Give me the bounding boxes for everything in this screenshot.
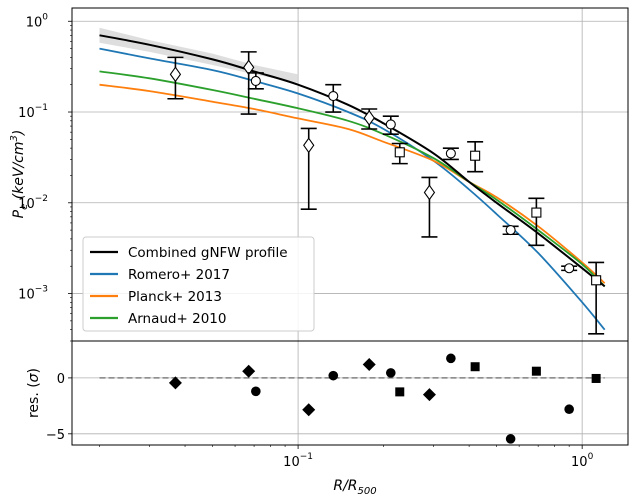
top-ytick-label-2: 10−1 bbox=[18, 103, 48, 121]
residual-circle-7 bbox=[385, 368, 396, 378]
circle-marker bbox=[445, 148, 456, 159]
circle-marker bbox=[505, 225, 516, 236]
diamond-marker bbox=[169, 66, 182, 83]
data-point-circle-5 bbox=[247, 72, 264, 90]
bottom-plot-area bbox=[72, 341, 628, 445]
data-point-square-14 bbox=[588, 261, 605, 335]
residual-circle-8 bbox=[446, 353, 456, 364]
bottom-ytick-label-0: −5 bbox=[46, 428, 65, 443]
residual-square-14 bbox=[591, 373, 601, 383]
bottom-frame bbox=[71, 340, 629, 446]
square-marker bbox=[591, 275, 602, 286]
data-point-circle-6 bbox=[325, 83, 342, 113]
legend-label-arnaud: Arnaud+ 2010 bbox=[128, 311, 226, 327]
y-axis-label: Pe (keV/cm3) bbox=[9, 130, 30, 219]
residual-diamond-3 bbox=[362, 357, 376, 371]
residual-diamond-4 bbox=[422, 388, 436, 402]
residual-square-13 bbox=[531, 366, 541, 376]
residual-circle-9 bbox=[505, 434, 516, 444]
data-point-diamond-1 bbox=[240, 51, 257, 115]
diamond-marker bbox=[303, 137, 315, 154]
diamond-marker bbox=[243, 59, 255, 76]
data-point-circle-8 bbox=[442, 147, 459, 161]
curve-planck-2013 bbox=[99, 83, 606, 284]
data-point-diamond-4 bbox=[421, 176, 438, 238]
circle-marker bbox=[250, 75, 261, 86]
data-point-circle-10 bbox=[561, 263, 578, 274]
data-point-square-13 bbox=[528, 197, 545, 247]
bottom-xtick-label-1: 100 bbox=[571, 452, 594, 470]
residual-circle-10 bbox=[564, 404, 574, 415]
legend-label-planck: Planck+ 2013 bbox=[128, 289, 222, 305]
top-ytick-label-1: 10−2 bbox=[18, 194, 48, 212]
residual-square-12 bbox=[470, 362, 480, 372]
top-ytick-label-3: 100 bbox=[26, 12, 49, 30]
residual-points bbox=[168, 353, 601, 444]
diamond-marker bbox=[423, 184, 436, 201]
residual-diamond-1 bbox=[242, 364, 256, 378]
legend-item-planck: Planck+ 2013 bbox=[90, 289, 222, 305]
legend-label-romero: Romero+ 2017 bbox=[128, 267, 230, 283]
residual-diamond-2 bbox=[302, 403, 316, 417]
residual-panel: −5 0 10−1 100 res. (σ) R/R500 bbox=[26, 340, 629, 497]
x-axis-label: R/R500 bbox=[333, 478, 376, 497]
pressure-panel: 10−3 10−2 10−1 100 Pe (keV/cm3) Combined gN… bbox=[9, 7, 629, 345]
data-point-diamond-0 bbox=[167, 56, 184, 100]
diamond-marker bbox=[363, 110, 375, 126]
circle-marker bbox=[385, 119, 396, 130]
residual-circle-6 bbox=[328, 370, 339, 381]
legend-item-arnaud: Arnaud+ 2010 bbox=[90, 311, 226, 327]
data-point-diamond-2 bbox=[300, 127, 317, 210]
curve-romero-2017 bbox=[99, 47, 606, 331]
residual-circle-5 bbox=[251, 386, 261, 397]
circle-marker bbox=[328, 90, 339, 102]
data-point-square-11 bbox=[391, 142, 408, 165]
legend-item-romero: Romero+ 2017 bbox=[90, 267, 230, 283]
bottom-xtick-label-0: 10−1 bbox=[283, 452, 313, 470]
bottom-ytick-label-1: 0 bbox=[57, 372, 65, 387]
top-ytick-label-0: 10−3 bbox=[18, 285, 48, 303]
data-point-circle-9 bbox=[502, 225, 519, 236]
square-marker bbox=[470, 150, 481, 161]
data-point-square-12 bbox=[467, 140, 484, 173]
circle-marker bbox=[564, 263, 575, 274]
legend-item-combined: Combined gNFW profile bbox=[90, 245, 288, 261]
bottom-ticks: −5 0 10−1 100 bbox=[46, 372, 594, 470]
residual-y-axis-label: res. (σ) bbox=[26, 368, 42, 418]
square-marker bbox=[531, 207, 542, 218]
residual-square-11 bbox=[395, 387, 405, 397]
data-point-circle-7 bbox=[382, 115, 399, 135]
data-point-diamond-3 bbox=[361, 108, 378, 130]
data-points bbox=[167, 51, 605, 335]
residual-diamond-0 bbox=[168, 376, 182, 390]
legend-label-combined: Combined gNFW profile bbox=[128, 245, 288, 261]
legend-box bbox=[82, 236, 315, 332]
legend: Combined gNFW profile Romero+ 2017 Planc… bbox=[82, 236, 315, 332]
curve-combined-gnfw-profile bbox=[99, 34, 606, 288]
square-marker bbox=[394, 147, 405, 158]
